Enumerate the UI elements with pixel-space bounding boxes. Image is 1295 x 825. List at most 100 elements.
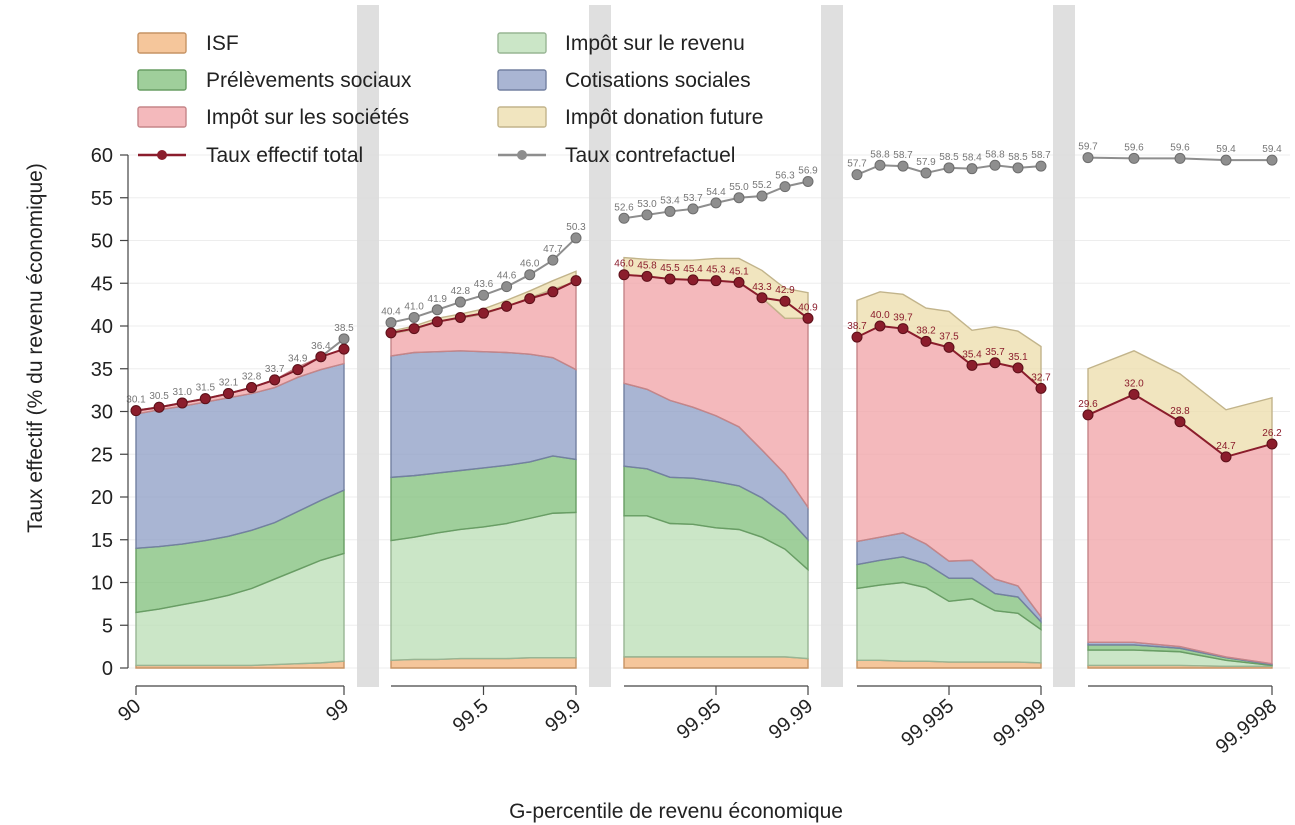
label-cf-panel-3: 54.4 [706, 187, 726, 198]
point-eff-panel-5 [1174, 416, 1186, 428]
point-eff-panel-1 [153, 401, 165, 413]
point-eff-panel-5 [1220, 451, 1232, 463]
label-cf-panel-2: 47.7 [543, 244, 563, 255]
point-eff-panel-2 [385, 327, 397, 339]
y-tick-label-15: 15 [91, 530, 113, 552]
panel-3: 52.6 46.0 53.0 45.8 53.4 45.5 53.7 45.4 54.4 45.3… [614, 166, 818, 669]
label-cf-panel-1: 36.4 [311, 341, 331, 352]
label-cf-panel-4: 58.7 [893, 150, 913, 161]
y-tick-label-20: 20 [91, 487, 113, 509]
point-eff-panel-2 [524, 293, 536, 305]
point-eff-panel-4 [874, 320, 886, 332]
y-tick-label-60: 60 [91, 145, 113, 167]
x-tick-label: 90 [114, 695, 145, 726]
point-eff-panel-4 [989, 357, 1001, 369]
label-eff-panel-3: 45.4 [683, 264, 703, 275]
label-eff-panel-4: 37.5 [939, 331, 959, 342]
label-cf-panel-1: 34.9 [288, 354, 308, 365]
label-eff-panel-4: 38.2 [916, 325, 936, 336]
label-cf-panel-3: 56.3 [775, 171, 795, 182]
point-cf-panel-4 [851, 169, 863, 181]
point-eff-panel-2 [478, 307, 489, 319]
legend-label-eff: Taux effectif total [206, 144, 363, 167]
label-cf-panel-1: 31.0 [172, 387, 192, 398]
legend-marker-cf [517, 150, 527, 160]
point-eff-panel-2 [547, 286, 559, 298]
label-cf-panel-1: 38.5 [334, 323, 354, 334]
label-eff-panel-3: 45.1 [729, 266, 749, 277]
panels: 30.1 30.5 31.0 31.5 32.132.833.734.936.438.5… [126, 142, 1282, 669]
point-eff-panel-3 [733, 276, 745, 288]
y-axis-title: Taux effectif (% du revenu économique) [24, 163, 47, 533]
point-cf-panel-3 [733, 192, 745, 204]
point-eff-panel-5 [1128, 388, 1140, 400]
label-eff-panel-3: 45.5 [660, 263, 680, 274]
point-cf-panel-2 [547, 254, 559, 266]
panel-4: 57.7 38.7 58.8 40.0 58.7 39.7 57.9 38.2 58.5 37.5… [847, 149, 1051, 669]
label-cf-panel-3: 55.2 [752, 180, 772, 191]
point-cf-panel-3 [710, 197, 722, 209]
point-cf-panel-4 [897, 160, 909, 172]
label-cf-panel-3: 53.4 [660, 195, 680, 206]
point-eff-panel-5 [1266, 438, 1278, 450]
point-cf-panel-4 [1035, 160, 1047, 172]
label-cf-panel-3: 56.9 [798, 166, 818, 177]
legend-swatch-ps [137, 69, 187, 91]
point-eff-panel-1 [222, 388, 234, 400]
label-cf-panel-2: 40.4 [381, 307, 401, 318]
point-cf-panel-3 [756, 190, 768, 202]
point-cf-panel-2 [454, 296, 466, 308]
point-eff-panel-1 [292, 364, 304, 376]
point-cf-panel-3 [687, 203, 699, 215]
point-cf-panel-1 [338, 333, 350, 345]
point-cf-panel-3 [779, 181, 791, 193]
point-eff-panel-1 [246, 382, 258, 394]
y-tick-label-25: 25 [91, 444, 113, 466]
x-tick-label: 99.995 [897, 695, 958, 751]
point-eff-panel-4 [851, 331, 863, 343]
x-tick-label: 99.95 [673, 695, 725, 744]
label-eff-panel-5: 32.0 [1124, 378, 1144, 389]
point-eff-panel-3 [802, 312, 814, 324]
label-eff-panel-3: 43.3 [752, 282, 772, 293]
point-cf-panel-4 [966, 163, 978, 175]
legend-label-don: Impôt donation future [565, 106, 763, 129]
label-cf-panel-2: 42.8 [451, 286, 471, 297]
label-eff-panel-3: 45.8 [637, 260, 657, 271]
label-cf-panel-3: 53.0 [637, 199, 657, 210]
label-cf-panel-3: 55.0 [729, 182, 749, 193]
point-eff-panel-3 [779, 295, 791, 307]
point-cf-panel-5 [1128, 152, 1140, 164]
x-tick-label: 99.99 [765, 695, 817, 744]
point-cf-panel-5 [1174, 152, 1186, 164]
label-eff-panel-4: 35.1 [1008, 352, 1028, 363]
label-cf-panel-5: 59.6 [1124, 142, 1144, 153]
point-eff-panel-5 [1082, 409, 1094, 421]
point-eff-panel-3 [710, 275, 722, 287]
point-eff-panel-2 [454, 311, 466, 323]
point-eff-panel-4 [943, 341, 955, 353]
label-eff-panel-4: 40.0 [870, 310, 890, 321]
y-tick-label-10: 10 [91, 573, 113, 595]
panel-separator-2 [589, 5, 611, 687]
label-cf-panel-4: 58.5 [1008, 152, 1028, 163]
label-eff-panel-4: 39.7 [893, 313, 913, 324]
y-tick-label-35: 35 [91, 359, 113, 381]
panel-separator-1 [357, 5, 379, 687]
label-eff-panel-4: 35.7 [985, 347, 1005, 358]
y-tick-label-50: 50 [91, 231, 113, 253]
point-cf-panel-2 [570, 232, 582, 244]
x-tick-label: 99 [322, 695, 353, 726]
point-cf-panel-5 [1266, 154, 1278, 166]
point-cf-panel-3 [802, 176, 814, 188]
legend-label-ir: Impôt sur le revenu [565, 32, 745, 55]
point-cf-panel-4 [874, 159, 886, 171]
point-cf-panel-5 [1082, 152, 1094, 164]
point-eff-panel-4 [1035, 382, 1047, 394]
label-eff-panel-3: 46.0 [614, 259, 634, 270]
label-cf-panel-5: 59.4 [1216, 144, 1236, 155]
legend-swatch-ir [497, 32, 547, 54]
label-cf-panel-4: 57.7 [847, 159, 867, 170]
legend-swatch-cs [497, 69, 547, 91]
